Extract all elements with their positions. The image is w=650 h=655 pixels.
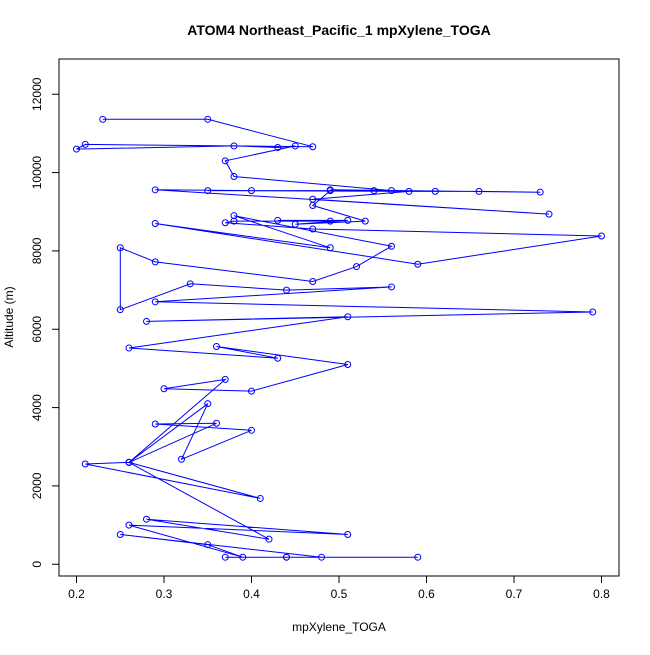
y-tick-label: 6000 [30,316,44,343]
data-point [326,244,334,252]
series-line [76,118,602,558]
data-point [230,217,238,225]
x-tick-label: 0.2 [68,587,85,601]
y-tick-label: 8000 [30,237,44,264]
data-point [309,225,317,233]
data-point [213,419,220,427]
data-point [388,187,395,195]
x-axis-label: mpXylene_TOGA [292,620,386,634]
data-point [230,142,238,150]
data-point [309,195,317,203]
data-point [221,375,229,383]
data-point [545,210,553,218]
data-point [274,216,282,224]
data-point [116,244,124,252]
data-point [125,521,133,529]
x-tick-label: 0.6 [418,587,435,601]
data-point [283,553,290,561]
data-point [248,187,255,195]
data-point [536,188,544,196]
x-tick-label: 0.4 [243,587,260,601]
data-point [414,553,422,561]
data-point [204,400,212,408]
data-point [143,515,150,523]
data-point [178,455,185,463]
data-point [81,460,89,468]
data-point [204,187,212,195]
y-tick-label: 12000 [30,77,44,111]
data-point [248,426,255,434]
data-point [73,145,80,153]
data-point [353,263,360,271]
y-axis: 0 2000 4000 6000 8000 10000 12000 [30,77,60,568]
y-tick-label: 2000 [30,472,44,499]
data-point [125,458,133,466]
data-point [291,142,299,150]
data-point [475,187,483,195]
data-point [151,258,159,266]
data-point [291,220,299,228]
x-tick-label: 0.8 [593,587,610,601]
y-axis-label: Altitude (m) [2,286,16,347]
chart-title: ATOM4 Northeast_Pacific_1 mpXylene_TOGA [187,22,490,38]
data-point [151,220,159,227]
data-point [143,317,150,325]
data-point [160,385,168,393]
data-point [99,115,107,123]
data-point [283,286,290,294]
data-point [213,342,220,350]
data-point [274,144,282,152]
x-tick-label: 0.5 [331,587,348,601]
data-point [230,173,238,180]
data-point [431,187,439,195]
data-point [204,541,212,549]
data-point [248,387,255,395]
y-tick-label: 0 [30,561,44,568]
x-tick-label: 0.7 [506,587,523,601]
data-point [116,530,124,538]
data-point [326,186,334,194]
data-point [414,260,422,268]
data-point [388,283,395,291]
data-point [598,232,605,240]
y-tick-label: 4000 [30,394,44,421]
data-point [125,344,133,352]
data-point [405,187,413,195]
data-point [186,280,194,288]
data-point [221,553,229,561]
data-point [388,242,395,250]
series-layer [73,115,605,561]
data-point [344,530,352,538]
data-point [309,277,317,285]
data-point [204,115,212,123]
data-point [151,298,159,306]
data-point [326,217,334,225]
data-point [221,157,229,165]
data-point [318,553,325,561]
data-point [344,361,352,368]
x-axis: 0.2 0.3 0.4 0.5 0.6 0.7 0.8 [68,575,610,601]
data-point [344,313,352,321]
data-point [116,306,124,314]
data-point [309,143,317,151]
data-point [344,216,352,224]
data-point [274,354,282,362]
data-point [230,212,238,220]
data-point [589,308,597,316]
data-point [370,187,378,195]
data-point [256,494,264,502]
data-point [151,420,159,428]
x-tick-label: 0.3 [156,587,173,601]
data-point [151,186,159,194]
data-point [239,553,247,561]
data-point [361,217,369,225]
data-point [221,219,229,227]
y-tick-label: 10000 [30,156,44,190]
data-point [265,535,273,543]
data-point [81,140,89,148]
